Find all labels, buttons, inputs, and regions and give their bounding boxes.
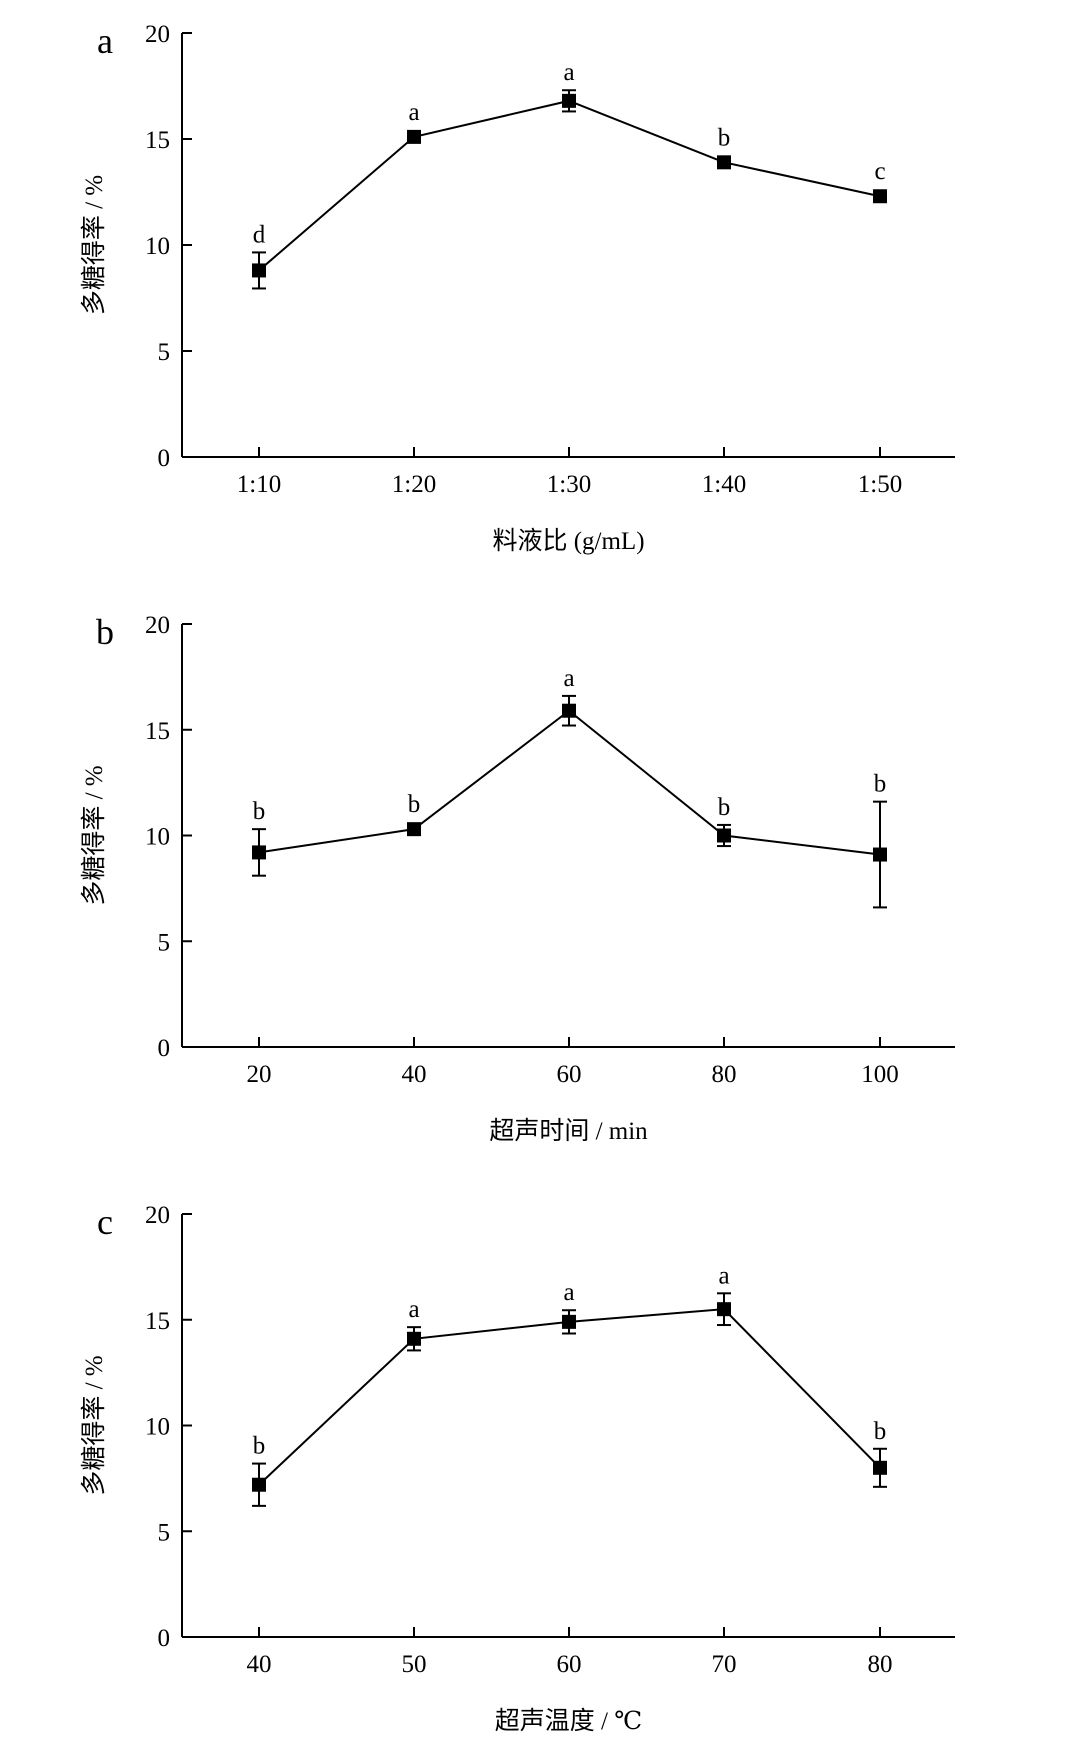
significance-label: b (718, 794, 731, 821)
x-tick-label: 70 (712, 1651, 737, 1678)
significance-label: b (874, 771, 887, 798)
x-tick-label: 1:30 (547, 471, 591, 498)
y-tick-label: 10 (145, 1414, 170, 1441)
panel-label: c (97, 1202, 113, 1242)
panel-c: 0 5 10 15 20 40 50 60 70 80 超声温度 / ℃ 多糖得率 / % c b a a a b (80, 1202, 955, 1735)
series-line (258, 1308, 881, 1486)
data-point (873, 189, 887, 204)
x-tick-label: 80 (868, 1651, 893, 1678)
significance-label: b (874, 1418, 887, 1445)
x-tick-label: 40 (247, 1651, 272, 1678)
data-point (407, 822, 421, 837)
data-point (873, 1460, 887, 1475)
x-tick-label: 80 (712, 1061, 737, 1088)
data-point (717, 828, 731, 843)
y-tick-label: 15 (145, 1308, 170, 1335)
y-axis-title: 多糖得率 / % (80, 765, 108, 905)
x-tick-label: 50 (402, 1651, 427, 1678)
data-point (717, 1302, 731, 1317)
y-tick-label: 10 (145, 824, 170, 851)
y-tick-label: 15 (145, 127, 170, 154)
panel-label: b (96, 612, 114, 652)
data-point (562, 93, 576, 108)
y-tick-label: 20 (145, 1202, 170, 1229)
data-point (407, 129, 421, 144)
data-point (252, 1477, 266, 1492)
x-tick-label: 100 (861, 1061, 899, 1088)
data-point (252, 263, 266, 278)
y-tick-label: 0 (158, 445, 171, 472)
y-axis-title: 多糖得率 / % (80, 175, 108, 315)
significance-label: b (253, 798, 266, 825)
y-tick-label: 0 (158, 1035, 171, 1062)
data-point (562, 703, 576, 718)
significance-label: d (253, 221, 266, 248)
series-line (258, 99, 881, 272)
data-point (717, 155, 731, 170)
x-tick-label: 1:40 (702, 471, 746, 498)
x-axis-title: 超声温度 / ℃ (495, 1707, 642, 1735)
y-axis-title: 多糖得率 / % (80, 1355, 108, 1495)
series-line (258, 709, 881, 856)
significance-label: a (563, 59, 574, 86)
significance-label: a (718, 1262, 729, 1289)
data-point (407, 1331, 421, 1346)
significance-label: b (408, 791, 421, 818)
y-tick-label: 20 (145, 612, 170, 639)
y-tick-label: 5 (158, 339, 171, 366)
data-point (873, 847, 887, 862)
y-tick-label: 20 (145, 21, 170, 48)
x-tick-label: 60 (557, 1651, 582, 1678)
x-tick-label: 1:50 (858, 471, 902, 498)
x-tick-label: 40 (402, 1061, 427, 1088)
significance-label: a (408, 99, 419, 126)
significance-label: a (563, 665, 574, 692)
panel-label: a (97, 21, 113, 61)
x-axis-title: 超声时间 / min (489, 1117, 648, 1145)
significance-label: b (718, 124, 731, 151)
y-tick-label: 0 (158, 1625, 171, 1652)
y-tick-label: 10 (145, 233, 170, 260)
panel-b: 0 5 10 15 20 20 40 60 80 100 超声时间 / min 多糖得率 / % b b b… (80, 612, 955, 1145)
x-axis-title: 料液比 (g/mL) (492, 527, 644, 555)
panel-a: 0 5 10 15 20 1:10 1:20 1:30 1:40 1:50 料液比 (g/mL) 多糖… (80, 21, 955, 555)
significance-label: c (874, 158, 885, 185)
x-tick-label: 20 (247, 1061, 272, 1088)
x-tick-label: 1:10 (237, 471, 281, 498)
significance-label: a (408, 1296, 419, 1323)
y-tick-label: 15 (145, 718, 170, 745)
y-tick-label: 5 (158, 1519, 171, 1546)
x-tick-label: 1:20 (392, 471, 436, 498)
significance-label: a (563, 1279, 574, 1306)
data-point (562, 1314, 576, 1329)
data-point (252, 845, 266, 860)
y-tick-label: 5 (158, 929, 171, 956)
x-tick-label: 60 (557, 1061, 582, 1088)
significance-label: b (253, 1433, 266, 1460)
